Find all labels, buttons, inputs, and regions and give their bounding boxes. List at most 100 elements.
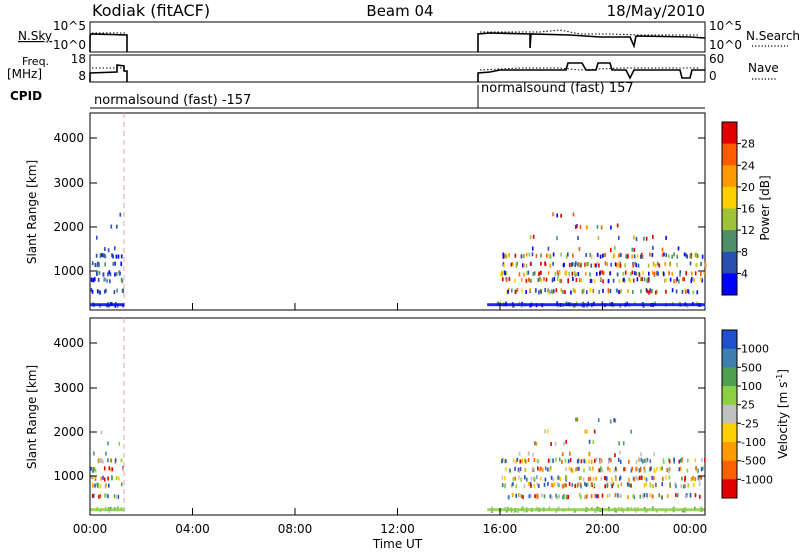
velocity-echo-mark	[642, 494, 644, 499]
velocity-echo-mark	[99, 484, 102, 489]
velocity-echo-mark	[645, 459, 647, 464]
power-echo-mark	[543, 276, 545, 281]
power-echo-mark	[534, 271, 536, 276]
power-echo-mark	[555, 288, 558, 293]
power-echo-mark	[546, 253, 548, 258]
power-echo-mark	[560, 288, 563, 293]
power-echo-mark	[94, 263, 97, 267]
beam-title: Beam 04	[366, 2, 433, 20]
velocity-echo-mark	[501, 475, 504, 480]
velocity-colorbar-tick-label: 25	[741, 399, 755, 412]
velocity-echo-mark	[563, 483, 566, 488]
xtick-label-6: 00:00	[673, 522, 708, 536]
velocity-echo-mark	[574, 467, 577, 472]
velocity-echo-mark	[536, 482, 539, 487]
velocity-echo-mark	[604, 476, 606, 480]
power-echo-mark	[640, 252, 643, 257]
velocity-echo-mark	[515, 484, 518, 489]
power-echo-mark	[589, 288, 592, 292]
velocity-echo-mark	[534, 441, 536, 446]
power-echo-mark	[625, 254, 627, 259]
velocity-echo-mark	[111, 467, 114, 472]
velocity-echo-mark	[535, 441, 538, 446]
power-echo-mark	[669, 277, 672, 282]
velocity-echo-mark	[102, 475, 104, 480]
power-echo-mark	[651, 270, 654, 275]
velocity-echo-mark	[108, 466, 111, 471]
power-echo-mark	[631, 270, 634, 275]
velocity-echo-mark	[92, 483, 94, 488]
power-echo-mark	[628, 277, 630, 282]
power-echo-mark	[525, 263, 528, 268]
velocity-colorbar-tick-label: 1000	[741, 343, 769, 356]
power-echo-mark	[115, 254, 118, 259]
velocity-echo-mark	[666, 493, 669, 498]
velocity-echo-mark	[661, 466, 663, 471]
velocity-echo-mark	[614, 418, 617, 423]
velocity-echo-mark	[543, 494, 546, 499]
velocity-echo-mark	[620, 494, 622, 498]
velocity-echo-mark	[595, 494, 598, 499]
velocity-echo-mark	[563, 441, 565, 446]
power-echo-mark	[528, 277, 530, 282]
velocity-echo-mark	[501, 483, 504, 488]
velocity-echo-mark	[571, 483, 574, 487]
power-echo-mark	[622, 278, 624, 283]
velocity-echo-mark	[518, 468, 521, 473]
velocity-echo-mark	[611, 484, 613, 489]
velocity-echo-mark	[610, 482, 612, 486]
velocity-echo-mark	[694, 493, 697, 498]
power-echo-mark	[114, 272, 116, 277]
velocity-echo-mark	[588, 439, 591, 444]
velocity-echo-mark	[599, 459, 602, 464]
power-echo-mark	[607, 288, 610, 293]
velocity-echo-mark	[684, 475, 686, 480]
power-colorbar-tick-label: 28	[741, 138, 755, 151]
power-colorbar-cell	[722, 273, 737, 296]
power-echo-mark	[562, 289, 564, 294]
velocity-echo-mark	[686, 468, 689, 473]
velocity-echo-mark	[598, 457, 601, 462]
velocity-colorbar-tick-label: 100	[741, 380, 762, 393]
power-echo-mark	[690, 254, 692, 259]
velocity-echo-mark	[514, 466, 516, 471]
power-echo-mark	[91, 261, 94, 266]
power-echo-mark	[632, 278, 635, 283]
velocity-echo-mark	[631, 466, 633, 471]
velocity-echo-mark	[633, 477, 636, 482]
power-echo-mark	[547, 246, 550, 251]
velocity-echo-mark	[615, 477, 617, 481]
velocity-echo-mark	[593, 429, 596, 434]
velocity-echo-mark	[624, 466, 627, 471]
power-echo-mark	[553, 289, 555, 294]
velocity-echo-mark	[600, 466, 602, 471]
power-echo-mark	[616, 223, 619, 228]
power-colorbar-tick-label: 4	[741, 267, 748, 280]
velocity-echo-mark	[649, 467, 651, 472]
power-echo-mark	[511, 288, 513, 293]
power-echo-mark	[585, 271, 587, 276]
velocity-echo-mark	[520, 494, 523, 499]
velocity-echo-mark	[695, 466, 698, 471]
velocity-echo-mark	[632, 494, 634, 498]
velocity-echo-mark	[531, 466, 534, 471]
velocity-echo-mark	[90, 466, 92, 471]
velocity-echo-mark	[547, 458, 550, 463]
velocity-echo-mark	[565, 467, 567, 472]
velocity-echo-mark	[505, 459, 507, 463]
power-echo-mark	[540, 253, 542, 258]
velocity-colorbar-cell	[722, 423, 737, 443]
power-echo-mark	[122, 288, 124, 293]
power-echo-mark	[521, 288, 523, 293]
velocity-echo-mark	[107, 476, 109, 481]
velocity-echo-mark	[113, 494, 116, 499]
velocity-echo-mark	[601, 468, 604, 473]
power-echo-mark	[596, 252, 599, 257]
velocity-echo-mark	[586, 429, 588, 434]
velocity-echo-mark	[610, 458, 612, 463]
velocity-echo-mark	[590, 482, 593, 487]
power-echo-mark	[94, 277, 96, 282]
power-echo-mark	[106, 278, 108, 283]
power-echo-mark	[514, 278, 516, 283]
power-echo-mark	[503, 254, 506, 258]
